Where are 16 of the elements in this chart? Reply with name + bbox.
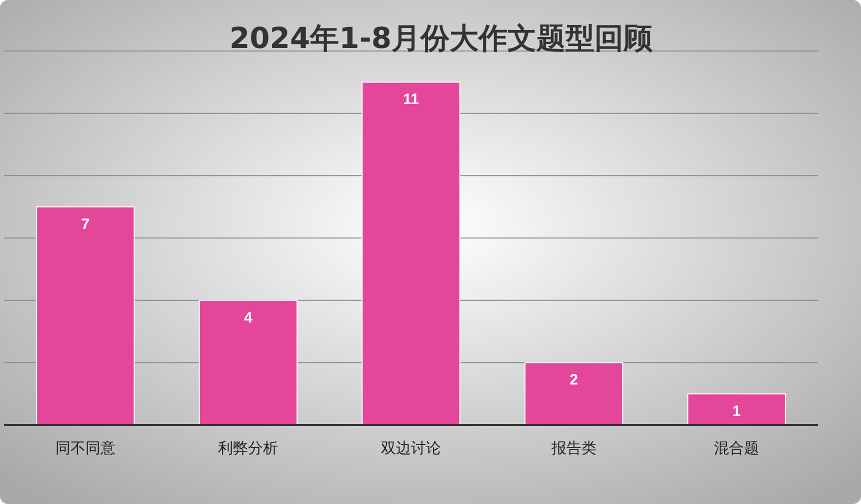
x-tick-label: 双边讨论 <box>381 439 441 457</box>
data-label: 1 <box>732 402 741 420</box>
x-tick-label: 利弊分析 <box>218 439 278 457</box>
bar <box>198 300 298 426</box>
chart-title: 2024年1-8月份大作文题型回顾 <box>229 21 654 55</box>
bar <box>687 393 786 426</box>
x-tick-label: 同不同意 <box>55 439 116 457</box>
x-tick-label: 混合题 <box>714 439 760 457</box>
data-label: 11 <box>403 91 419 108</box>
data-label: 4 <box>244 309 254 326</box>
data-label: 7 <box>81 216 90 233</box>
data-label: 2 <box>570 372 578 389</box>
bar <box>524 362 624 426</box>
bar <box>362 82 460 426</box>
x-tick-label: 报告类 <box>550 439 596 457</box>
bar <box>36 206 135 426</box>
